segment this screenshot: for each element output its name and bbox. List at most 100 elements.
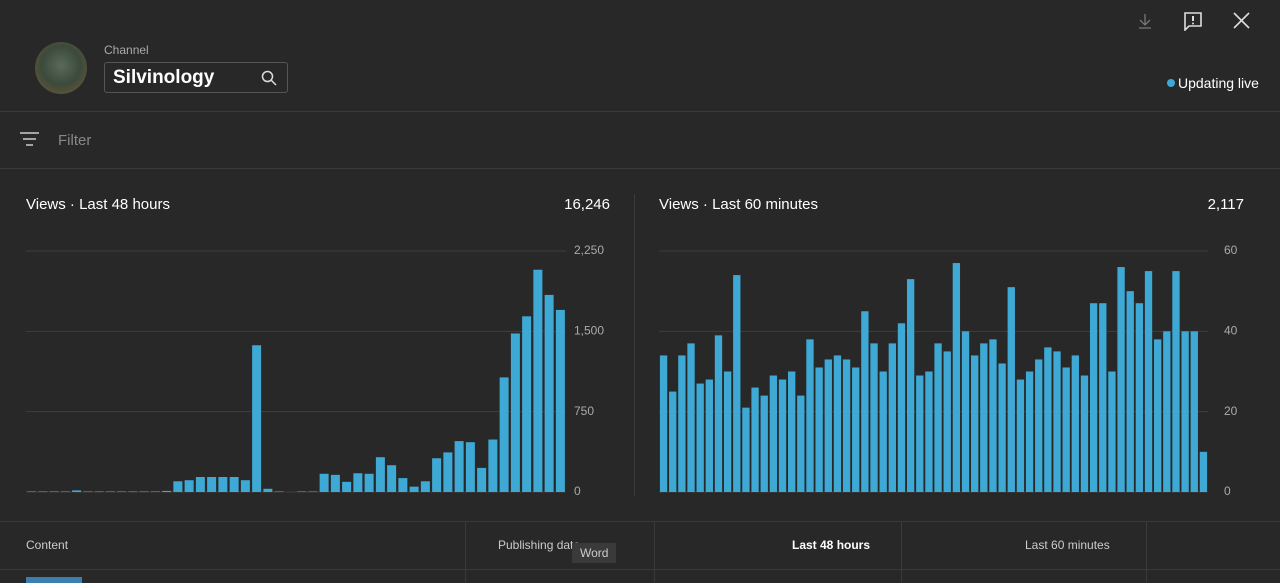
bar (916, 375, 924, 492)
bar (1016, 379, 1025, 492)
bar (1163, 331, 1171, 492)
bar (879, 371, 887, 492)
thumbnail[interactable] (26, 577, 82, 583)
bar (1190, 331, 1198, 492)
y-tick-label: 750 (574, 404, 594, 418)
bar (218, 477, 228, 492)
col-divider (1146, 521, 1147, 583)
search-icon (261, 70, 277, 86)
bar (128, 491, 138, 492)
bar (27, 491, 37, 492)
bar (870, 343, 878, 492)
bar (714, 335, 723, 492)
bar (998, 363, 1006, 492)
bar (659, 355, 668, 492)
chart-title: Views · Last 48 hours (26, 196, 170, 213)
bar (852, 367, 860, 492)
bar (454, 441, 464, 492)
bar (1089, 303, 1098, 492)
bar (760, 395, 768, 492)
divider (0, 569, 1280, 570)
bar (229, 477, 239, 492)
bar (263, 488, 273, 492)
bar (60, 491, 70, 492)
tooltip: Word (572, 543, 617, 563)
bar (387, 465, 397, 492)
bar (555, 309, 565, 492)
bar (961, 331, 970, 492)
bar (897, 323, 906, 492)
bar (162, 490, 172, 492)
bar (989, 339, 997, 492)
avatar[interactable] (35, 42, 87, 94)
column-header[interactable]: Last 60 minutes (1025, 538, 1110, 552)
feedback-icon[interactable] (1183, 11, 1203, 31)
col-divider (901, 521, 902, 583)
bar (952, 263, 961, 492)
bar (420, 481, 430, 492)
live-dot (1167, 79, 1175, 87)
y-tick-label: 1,500 (574, 324, 604, 338)
charts: Views · Last 48 hours 16,246 0 750 1,500 2,25… (26, 196, 1244, 498)
bar (544, 294, 554, 492)
bar (240, 480, 250, 492)
bar (1108, 371, 1116, 492)
bar (842, 359, 851, 492)
column-header[interactable]: Content (26, 538, 69, 552)
y-tick-label: 2,250 (574, 243, 604, 257)
bar (751, 387, 759, 492)
bar (678, 355, 686, 492)
bar (477, 467, 487, 492)
download-icon[interactable] (1136, 12, 1154, 30)
bar (1181, 331, 1189, 492)
bar (432, 458, 442, 492)
close-icon[interactable] (1233, 12, 1250, 29)
bar (409, 486, 419, 492)
divider (0, 521, 1280, 522)
filter-icon[interactable] (20, 131, 40, 147)
y-tick-label: 40 (1224, 324, 1238, 338)
bar (687, 343, 695, 492)
bar (117, 491, 127, 492)
bar (934, 343, 942, 492)
bar (330, 474, 340, 492)
bar (824, 359, 832, 492)
chart-total: 16,246 (564, 196, 610, 213)
bar (443, 452, 453, 492)
channel-search[interactable]: Silvinology (104, 62, 288, 93)
bar (723, 371, 732, 492)
channel-label: Channel (104, 43, 149, 57)
bar (297, 491, 307, 492)
bar (398, 478, 408, 492)
bar (353, 473, 363, 492)
bar (1154, 339, 1162, 492)
bar (94, 491, 104, 492)
bar (1044, 347, 1052, 492)
bar (1126, 291, 1134, 492)
column-header[interactable]: Last 48 hours (792, 538, 871, 552)
bar (1144, 271, 1153, 492)
bar (1071, 355, 1079, 492)
filter-input[interactable]: Filter (58, 132, 92, 149)
column-header[interactable]: Publishing date (498, 538, 581, 552)
channel-name: Silvinology (113, 67, 215, 88)
y-tick-label: 60 (1224, 243, 1238, 257)
bar (207, 477, 217, 492)
bar (1135, 303, 1144, 492)
bar (184, 480, 194, 492)
bar (1025, 371, 1034, 492)
bar (980, 343, 988, 492)
bar (971, 355, 979, 492)
bar (195, 477, 205, 492)
bar (797, 395, 805, 492)
bar (319, 473, 329, 492)
bar (1172, 271, 1180, 492)
bar (742, 407, 750, 492)
bar (465, 442, 475, 492)
chart-divider (634, 194, 635, 496)
bar (1035, 359, 1043, 492)
bar (173, 481, 183, 492)
col-divider (654, 521, 655, 583)
bar (815, 367, 823, 492)
